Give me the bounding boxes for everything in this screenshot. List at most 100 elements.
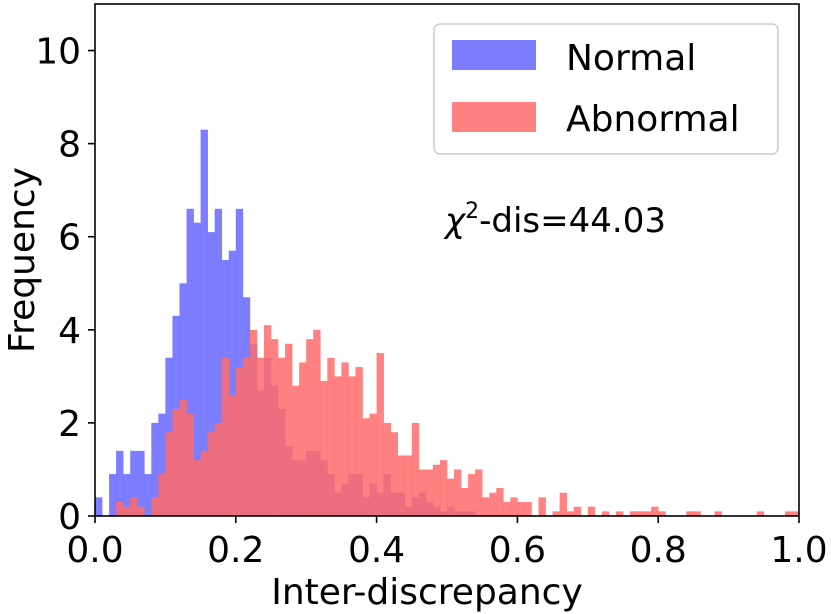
bar-abnormal-88: [714, 511, 722, 516]
bar-abnormal-32: [320, 381, 328, 516]
bar-abnormal-67: [566, 511, 575, 516]
bar-abnormal-52: [461, 488, 469, 516]
bar-abnormal-10: [165, 432, 173, 516]
bar-abnormal-65: [552, 511, 560, 516]
bar-normal-15: [200, 129, 208, 517]
x-tick-label: 0.6: [489, 530, 546, 571]
bar-normal-3: [116, 450, 124, 516]
y-tick-label: 8: [58, 125, 81, 166]
y-axis-label: Frequency: [2, 167, 43, 353]
bar-abnormal-23: [256, 357, 265, 516]
bar-abnormal-42: [390, 432, 399, 516]
bar-abnormal-53: [468, 474, 476, 516]
x-tick-label: 0.0: [66, 530, 123, 571]
bar-abnormal-40: [376, 353, 384, 516]
bar-abnormal-46: [418, 469, 427, 516]
legend-label-normal: Normal: [566, 38, 696, 79]
bar-abnormal-84: [686, 511, 694, 516]
bar-abnormal-37: [355, 367, 363, 516]
legend: Normal Abnormal: [433, 23, 779, 155]
bar-abnormal-61: [524, 502, 532, 516]
bar-abnormal-78: [644, 511, 652, 516]
bar-abnormal-57: [496, 488, 504, 516]
bar-abnormal-31: [313, 329, 321, 516]
bar-abnormal-21: [242, 357, 251, 516]
bar-normal-17: [214, 208, 223, 517]
bar-abnormal-63: [538, 497, 546, 516]
bar-abnormal-14: [193, 460, 201, 516]
bar-abnormal-25: [271, 339, 279, 516]
bar-abnormal-94: [756, 511, 765, 516]
bar-abnormal-51: [454, 469, 462, 516]
bar-abnormal-33: [327, 357, 335, 516]
bar-abnormal-24: [263, 325, 272, 516]
bar-normal-4: [123, 474, 131, 516]
bar-abnormal-56: [489, 492, 497, 516]
legend-swatch-abnormal: [452, 102, 536, 132]
bar-abnormal-35: [341, 362, 349, 516]
bar-abnormal-77: [637, 511, 645, 516]
bar-abnormal-41: [383, 422, 391, 516]
bar-abnormal-26: [278, 357, 286, 516]
bar-abnormal-47: [425, 469, 434, 516]
bar-abnormal-22: [249, 329, 258, 516]
bar-normal-5: [130, 450, 138, 516]
bar-abnormal-59: [510, 497, 518, 516]
bar-abnormal-80: [658, 511, 666, 516]
bar-normal-8: [151, 422, 159, 516]
chi-square-annotation: χ2-dis=44.03: [443, 199, 666, 241]
bar-abnormal-13: [186, 413, 194, 516]
x-tick-label: 1.0: [770, 530, 827, 571]
legend-swatch-normal: [452, 40, 536, 70]
annotation-symbol: χ: [443, 201, 467, 241]
bar-normal-0: [95, 497, 103, 516]
x-tick-label: 0.2: [207, 530, 264, 571]
bar-abnormal-17: [214, 422, 223, 516]
bar-abnormal-38: [362, 418, 370, 516]
bar-normal-7: [144, 474, 152, 516]
annotation-superscript: 2: [465, 199, 479, 224]
bar-normal-12: [179, 283, 187, 516]
bar-abnormal-68: [573, 506, 582, 516]
bar-normal-19: [228, 250, 237, 516]
bar-normal-9: [158, 413, 166, 516]
bar-abnormal-18: [221, 357, 230, 516]
bar-normal-6: [137, 450, 145, 516]
bar-abnormal-15: [200, 450, 208, 516]
bar-abnormal-66: [559, 492, 567, 516]
axes-frame: [94, 3, 800, 517]
bar-abnormal-39: [369, 413, 377, 516]
legend-label-abnormal: Abnormal: [566, 99, 740, 140]
bar-abnormal-30: [306, 339, 314, 516]
bar-abnormal-58: [503, 502, 511, 516]
bar-abnormal-79: [651, 506, 659, 516]
bar-abnormal-43: [397, 455, 406, 516]
bar-abnormal-28: [292, 385, 300, 516]
bar-abnormal-85: [693, 511, 701, 516]
bar-abnormal-76: [630, 511, 638, 516]
bar-abnormal-5: [130, 497, 138, 516]
bar-abnormal-50: [447, 478, 455, 516]
bar-abnormal-34: [334, 376, 342, 516]
bar-abnormal-70: [587, 506, 596, 516]
x-tick-label: 0.4: [348, 530, 405, 571]
y-tick-label: 2: [58, 404, 81, 445]
bar-abnormal-4: [123, 506, 131, 516]
bar-abnormal-72: [601, 511, 610, 516]
bar-abnormal-29: [299, 362, 307, 516]
bar-abnormal-45: [411, 422, 420, 516]
bar-normal-16: [207, 232, 215, 516]
bar-abnormal-74: [615, 511, 624, 516]
bar-abnormal-11: [172, 408, 180, 516]
bar-abnormal-44: [404, 455, 413, 516]
bar-abnormal-8: [151, 497, 159, 516]
bar-abnormal-48: [432, 464, 441, 516]
bar-abnormal-16: [207, 432, 215, 516]
x-tick-label: 0.8: [630, 530, 687, 571]
bar-abnormal-27: [285, 343, 293, 516]
axis-ticks: 0.0 0.2 0.4 0.6 0.8 1.0 0 2 4 6 8 10: [35, 32, 827, 571]
bar-abnormal-54: [475, 469, 483, 516]
bar-abnormal-20: [235, 367, 244, 516]
bar-normal-14: [193, 222, 201, 516]
